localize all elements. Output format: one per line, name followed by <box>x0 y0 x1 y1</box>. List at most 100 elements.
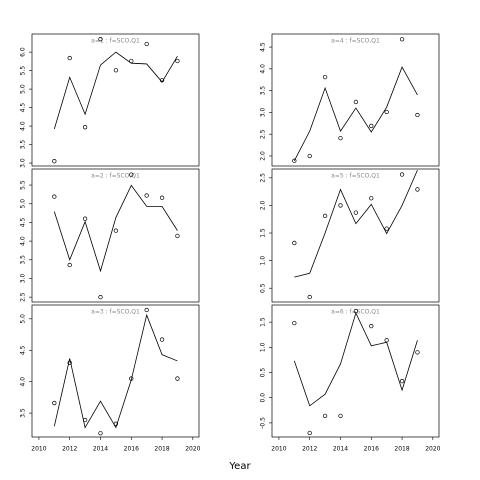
y-tick-label: 3.5 <box>20 140 27 150</box>
data-point <box>52 159 57 164</box>
data-point <box>415 350 420 355</box>
y-tick-label: 4.5 <box>260 42 267 52</box>
y-tick-label: 4.0 <box>20 377 27 387</box>
data-line <box>293 66 418 161</box>
data-point <box>175 58 180 64</box>
y-tick-label: 2.5 <box>20 292 27 302</box>
data-point <box>159 195 165 200</box>
data-point <box>159 337 165 342</box>
data-point <box>322 413 328 418</box>
panel-frame <box>31 33 200 167</box>
y-tick-label: 3.0 <box>20 274 27 284</box>
data-point <box>82 216 88 221</box>
data-point <box>98 431 103 436</box>
x-tick-label: 2020 <box>425 446 440 453</box>
x-tick-label: 2016 <box>364 446 379 453</box>
y-tick-label: 5.5 <box>20 180 27 190</box>
data-point <box>415 187 420 192</box>
data-line <box>53 51 178 130</box>
x-tick-label: 2014 <box>93 446 108 453</box>
data-line <box>293 311 418 407</box>
data-point <box>67 360 72 365</box>
strip-label: a=3 : f=SCO,Q1 <box>91 309 140 316</box>
y-tick-label: 4.0 <box>20 236 27 246</box>
y-tick-label: 2.0 <box>260 200 267 210</box>
y-tick-label: 2.0 <box>260 151 267 161</box>
y-tick-label: 4.5 <box>20 103 27 113</box>
data-point <box>338 135 343 141</box>
data-point <box>82 125 88 130</box>
y-tick-label: 1.5 <box>260 317 267 327</box>
data-point <box>292 320 297 326</box>
y-tick-label: 0.5 <box>260 283 267 293</box>
y-tick-label: 4.0 <box>260 64 267 74</box>
data-point <box>415 112 420 118</box>
panel-frame <box>31 304 200 438</box>
data-point <box>369 123 374 129</box>
panel-frame <box>271 304 440 438</box>
data-point <box>307 294 312 300</box>
y-tick-label: 6.0 <box>20 47 27 57</box>
data-point <box>129 172 134 177</box>
strip-label: a=2 : f=SCO,Q1 <box>91 173 140 180</box>
data-line <box>53 313 178 429</box>
data-point <box>399 37 405 42</box>
data-point <box>384 109 389 115</box>
x-tick-label: 2012 <box>302 446 317 453</box>
data-point <box>353 99 359 105</box>
data-point <box>52 194 57 199</box>
x-tick-label: 2018 <box>394 446 409 453</box>
data-point <box>399 172 405 177</box>
x-tick-label: 2010 <box>31 446 46 453</box>
data-point <box>322 74 328 80</box>
y-tick-label: 3.5 <box>260 86 267 96</box>
y-tick-label: 0.5 <box>260 368 267 378</box>
y-tick-label: -0.5 <box>260 417 267 429</box>
y-tick-label: 5.5 <box>20 66 27 76</box>
data-point <box>67 55 72 61</box>
data-point <box>144 193 149 198</box>
data-point <box>353 210 359 215</box>
y-tick-label: 3.0 <box>20 158 27 168</box>
data-point <box>52 400 57 406</box>
data-point <box>384 338 389 343</box>
strip-label: a=6 : f=SCO,Q1 <box>331 309 380 316</box>
data-point <box>292 240 297 246</box>
x-tick-label: 2014 <box>333 446 348 453</box>
x-tick-label: 2010 <box>271 446 286 453</box>
data-point <box>384 226 389 231</box>
y-tick-label: 5.0 <box>20 84 27 94</box>
y-tick-label: 1.0 <box>260 256 267 266</box>
data-point <box>399 378 405 384</box>
y-tick-label: 1.5 <box>260 228 267 238</box>
strip-label: a=4 : f=SCO,Q1 <box>331 38 380 45</box>
x-tick-label: 2018 <box>154 446 169 453</box>
data-point <box>113 228 119 233</box>
data-point <box>307 430 312 436</box>
data-point <box>338 203 343 208</box>
y-tick-label: 0.0 <box>260 393 267 403</box>
y-tick-label: 2.5 <box>260 129 267 139</box>
y-tick-label: 3.0 <box>260 107 267 117</box>
panel-frame <box>271 33 440 167</box>
y-tick-label: 1.0 <box>260 342 267 352</box>
y-tick-label: 4.5 <box>20 345 27 355</box>
data-line <box>53 184 178 273</box>
data-point <box>113 68 119 73</box>
y-tick-label: 4.5 <box>20 217 27 227</box>
strip-label: a=1 : f=SCO,Q1 <box>91 38 140 45</box>
data-point <box>67 262 72 268</box>
y-tick-label: 2.5 <box>260 173 267 183</box>
x-tick-label: 2012 <box>62 446 77 453</box>
data-point <box>369 324 374 329</box>
data-point <box>338 413 343 418</box>
data-point <box>307 153 312 159</box>
y-tick-label: 5.0 <box>20 199 27 209</box>
data-point <box>322 213 328 219</box>
panel-frame <box>31 168 200 303</box>
x-tick-label: 2020 <box>185 446 200 453</box>
data-point <box>175 376 180 381</box>
panel-frame <box>271 168 440 303</box>
data-point <box>144 41 149 47</box>
